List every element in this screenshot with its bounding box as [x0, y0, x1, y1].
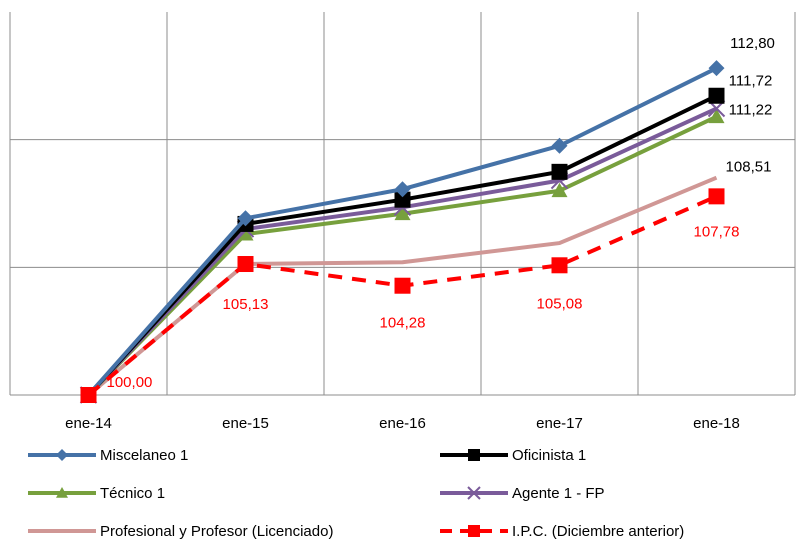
x-tick-label: ene-14	[65, 415, 112, 432]
diamond-marker	[551, 137, 568, 154]
data-label: 112,80	[730, 35, 775, 52]
x-marker	[467, 486, 481, 500]
legend-label: Agente 1 - FP	[512, 485, 605, 502]
data-label: 105,08	[537, 295, 583, 312]
data-labels: 100,00 105,13 104,28 105,08 107,78 112,80 111,…	[107, 35, 775, 391]
triangle-marker	[708, 108, 725, 124]
diamond-marker	[394, 181, 411, 198]
legend-label: Profesional y Profesor (Licenciado)	[100, 523, 333, 540]
data-label: 111,22	[729, 102, 773, 119]
x-tick-label: ene-18	[693, 415, 740, 432]
diamond-marker	[56, 449, 68, 461]
legend-item: I.P.C. (Diciembre anterior)	[440, 523, 684, 540]
plot-series	[79, 60, 726, 404]
series-t-cnico-1	[80, 108, 725, 402]
series-miscelaneo-1	[80, 60, 725, 403]
triangle-marker	[237, 226, 254, 241]
legend-label: Miscelaneo 1	[100, 447, 188, 464]
legend-item: Miscelaneo 1	[28, 447, 188, 464]
triangle-marker	[56, 487, 68, 498]
legend-label: Técnico 1	[100, 485, 165, 502]
grid-lines	[9, 12, 796, 395]
x-tick-label: ene-17	[536, 415, 583, 432]
series-line	[87, 114, 718, 397]
x-tick-label: ene-15	[222, 415, 269, 432]
x-axis: ene-14 ene-15 ene-16 ene-17 ene-18	[10, 394, 795, 432]
square-marker	[237, 256, 254, 273]
series-line	[87, 93, 718, 397]
legend-item: Técnico 1	[28, 485, 165, 502]
x-tick-label: ene-16	[379, 415, 426, 432]
square-marker	[708, 188, 725, 205]
series-profesional-y-profesor-licenciado	[87, 175, 718, 397]
data-label: 111,72	[729, 73, 773, 90]
square-marker	[551, 163, 568, 180]
triangle-marker	[394, 205, 411, 221]
square-marker	[394, 191, 411, 208]
data-label: 105,13	[223, 296, 269, 313]
square-marker	[551, 257, 568, 274]
legend-item: Oficinista 1	[440, 447, 586, 464]
diamond-marker	[708, 60, 725, 77]
series-line	[87, 106, 718, 397]
legend-item: Agente 1 - FP	[440, 485, 605, 502]
legend-label: I.P.C. (Diciembre anterior)	[512, 523, 684, 540]
series-line	[87, 175, 718, 397]
data-label: 107,78	[694, 223, 740, 240]
square-marker	[80, 387, 97, 403]
data-label: 104,28	[380, 315, 426, 332]
series-i-p-c-diciembre-anterior	[80, 188, 725, 403]
triangle-marker	[551, 182, 568, 198]
square-marker	[468, 525, 480, 537]
legend-label: Oficinista 1	[512, 447, 586, 464]
legend: Miscelaneo 1 Oficinista 1 Técnico 1 Agente …	[28, 447, 684, 540]
series-oficinista-1	[80, 87, 725, 403]
legend-item: Profesional y Profesor (Licenciado)	[28, 523, 333, 540]
data-label: 108,51	[726, 159, 772, 176]
diamond-marker	[237, 210, 254, 227]
square-marker	[394, 277, 411, 294]
square-marker	[468, 449, 480, 461]
square-marker	[708, 87, 725, 104]
data-label: 100,00	[107, 374, 153, 391]
series-agente-1-fp	[79, 99, 726, 404]
series-line	[87, 66, 718, 397]
